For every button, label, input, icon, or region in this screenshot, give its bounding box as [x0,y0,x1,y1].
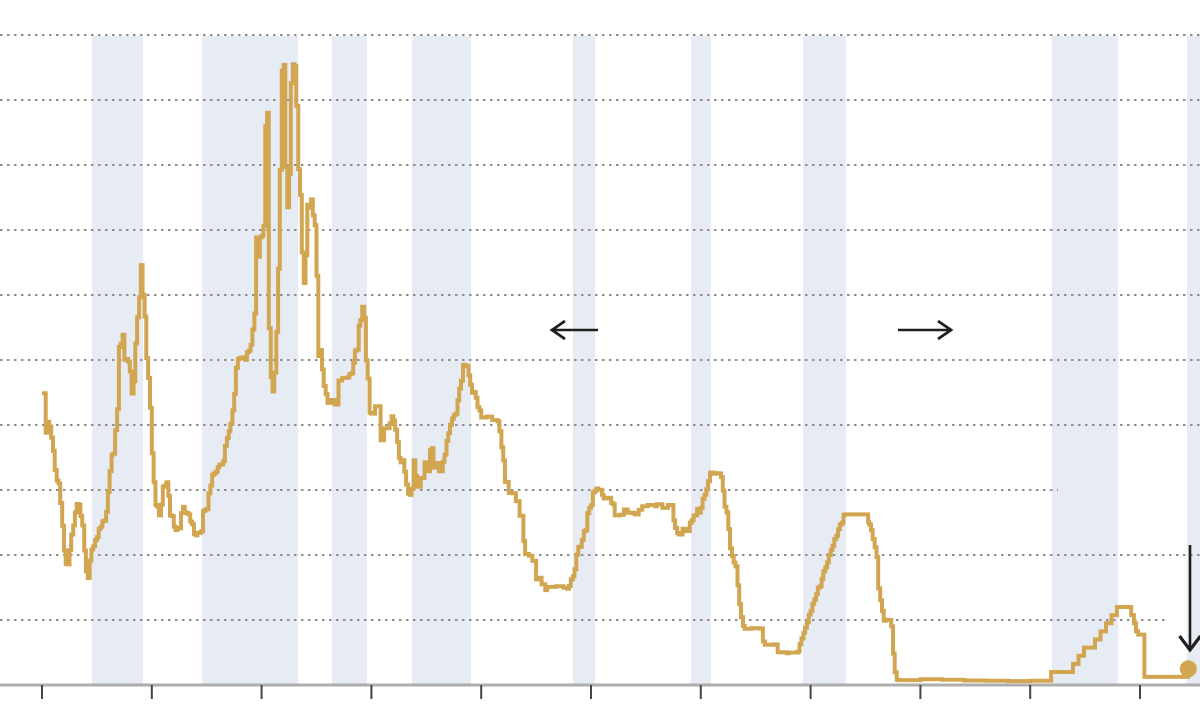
right-arrow-head [937,319,954,341]
rate-line [42,62,1191,684]
left-arrow-icon [549,319,598,341]
down-arrow-icon [1178,545,1200,653]
annotations-layer [549,319,1200,653]
latest-value-dot [1179,660,1197,678]
highlight-band [573,36,595,684]
gridlines-layer [0,34,1200,621]
highlight-band [1187,36,1200,684]
x-axis-layer [0,683,1200,699]
right-arrow-icon [898,319,954,341]
rate-line-layer [42,62,1197,684]
highlight-band [803,36,846,684]
left-arrow-head [549,319,566,341]
down-arrow-head [1178,635,1200,653]
